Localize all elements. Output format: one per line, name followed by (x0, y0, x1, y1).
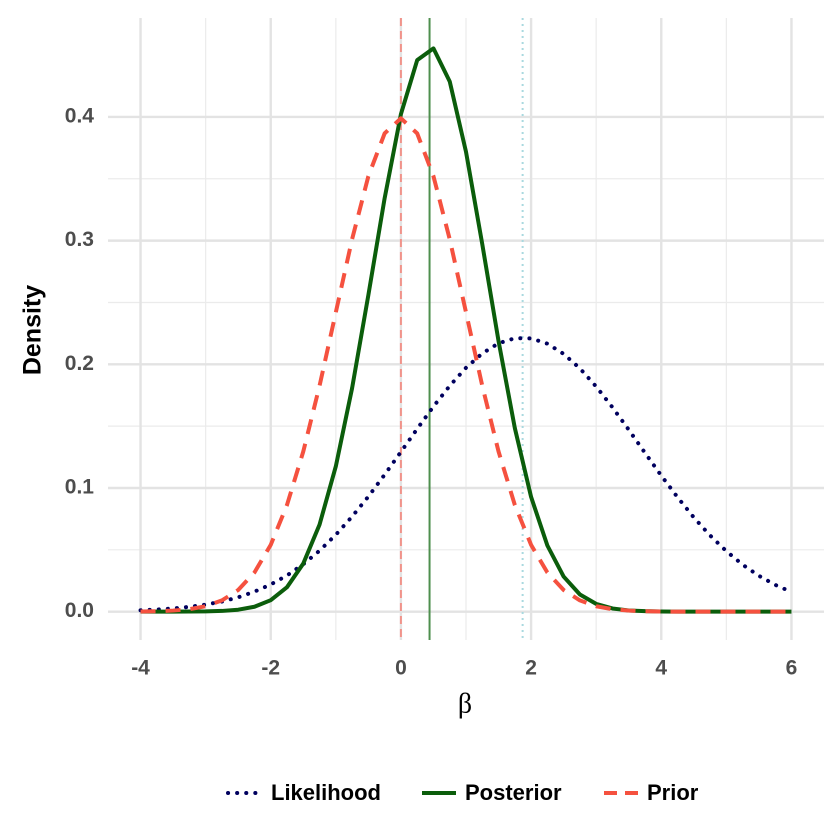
x-tick-label: 0 (395, 657, 407, 680)
x-tick-label: 2 (525, 657, 537, 680)
x-axis-label: β (458, 688, 472, 719)
y-tick-label: 0.3 (65, 228, 94, 251)
x-tick-label: -2 (261, 657, 280, 680)
line-series (138, 336, 794, 613)
legend-label: Prior (647, 780, 699, 805)
x-tick-label: 4 (655, 657, 667, 680)
y-tick-label: 0.2 (65, 352, 94, 375)
x-tick-label: -4 (131, 657, 150, 680)
legend-label: Likelihood (271, 780, 381, 805)
y-tick-label: 0.1 (65, 476, 95, 499)
line-series (140, 116, 792, 614)
y-tick-label: 0.0 (65, 599, 94, 622)
x-tick-label: 6 (786, 657, 798, 680)
y-tick-label: 0.4 (65, 104, 95, 127)
legend-label: Posterior (465, 780, 562, 805)
y-axis-label: Density (19, 285, 47, 375)
